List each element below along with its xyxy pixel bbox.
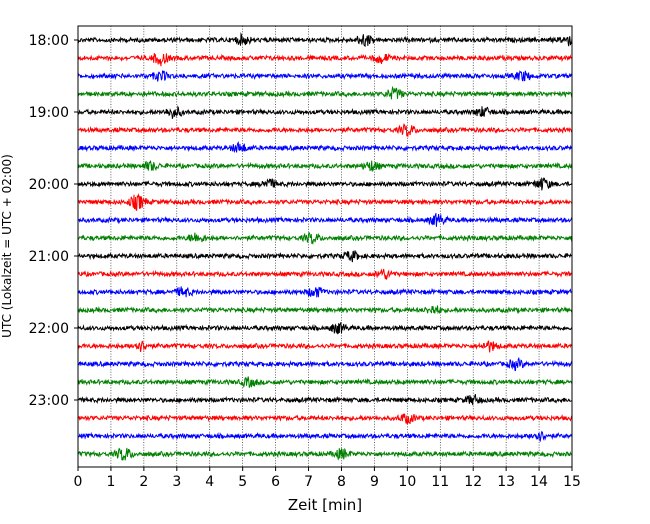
trace-2330 <box>77 430 573 442</box>
trace-2315 <box>77 413 573 425</box>
trace-1930 <box>77 141 573 154</box>
x-tick-label-8: 8 <box>337 474 346 490</box>
x-tick-label-1: 1 <box>106 474 115 490</box>
x-tick-label-12: 12 <box>464 474 482 490</box>
trace-2215 <box>77 340 573 353</box>
x-axis-label: Zeit [min] <box>288 496 362 514</box>
y-tick-label-22:00: 22:00 <box>29 321 69 337</box>
trace-2030 <box>77 213 573 227</box>
x-tick-label-9: 9 <box>370 474 379 490</box>
trace-1800 <box>77 31 573 48</box>
trace-2345 <box>77 447 573 461</box>
x-axis-ticks: 0 1 2 3 4 5 6 7 8 9 10 11 12 13 14 15 <box>74 467 581 490</box>
trace-1945 <box>77 160 573 172</box>
y-axis-ticks: 18:00 19:00 20:00 21:00 22:00 23:00 <box>29 33 78 409</box>
x-tick-label-5: 5 <box>238 474 247 490</box>
trace-2300 <box>77 393 573 406</box>
trace-1845 <box>77 85 573 100</box>
y-axis-label: UTC (Lokalzeit = UTC + 02:00) <box>0 154 14 338</box>
trace-2230 <box>78 356 573 372</box>
y-tick-label-21:00: 21:00 <box>29 249 69 265</box>
x-tick-label-6: 6 <box>271 474 280 490</box>
trace-1830 <box>77 70 573 82</box>
plot-frame <box>77 25 573 468</box>
x-tick-label-10: 10 <box>398 474 416 490</box>
trace-2045 <box>77 231 573 245</box>
trace-2100 <box>77 249 573 263</box>
x-tick-label-4: 4 <box>205 474 214 490</box>
trace-2145 <box>77 305 573 315</box>
x-tick-label-7: 7 <box>304 474 313 490</box>
x-tick-label-2: 2 <box>139 474 148 490</box>
trace-1900 <box>77 105 573 119</box>
trace-2115 <box>77 268 572 280</box>
x-tick-label-15: 15 <box>563 474 581 490</box>
x-tick-label-14: 14 <box>530 474 548 490</box>
x-tick-label-0: 0 <box>74 474 83 490</box>
trace-1815 <box>77 52 573 67</box>
y-tick-label-18:00: 18:00 <box>29 33 69 49</box>
x-tick-label-13: 13 <box>497 474 515 490</box>
y-tick-label-19:00: 19:00 <box>29 105 69 121</box>
grid-lines <box>110 26 540 467</box>
trace-1915 <box>77 123 573 138</box>
trace-2245 <box>77 376 573 389</box>
y-tick-label-20:00: 20:00 <box>29 177 69 193</box>
x-tick-label-3: 3 <box>172 474 181 490</box>
y-tick-label-23:00: 23:00 <box>29 393 69 409</box>
x-tick-label-11: 11 <box>431 474 449 490</box>
trace-2000 <box>77 176 573 191</box>
trace-2130 <box>77 286 573 298</box>
seismogram-traces <box>77 31 573 461</box>
trace-2200 <box>77 322 573 335</box>
trace-2015 <box>77 193 573 211</box>
